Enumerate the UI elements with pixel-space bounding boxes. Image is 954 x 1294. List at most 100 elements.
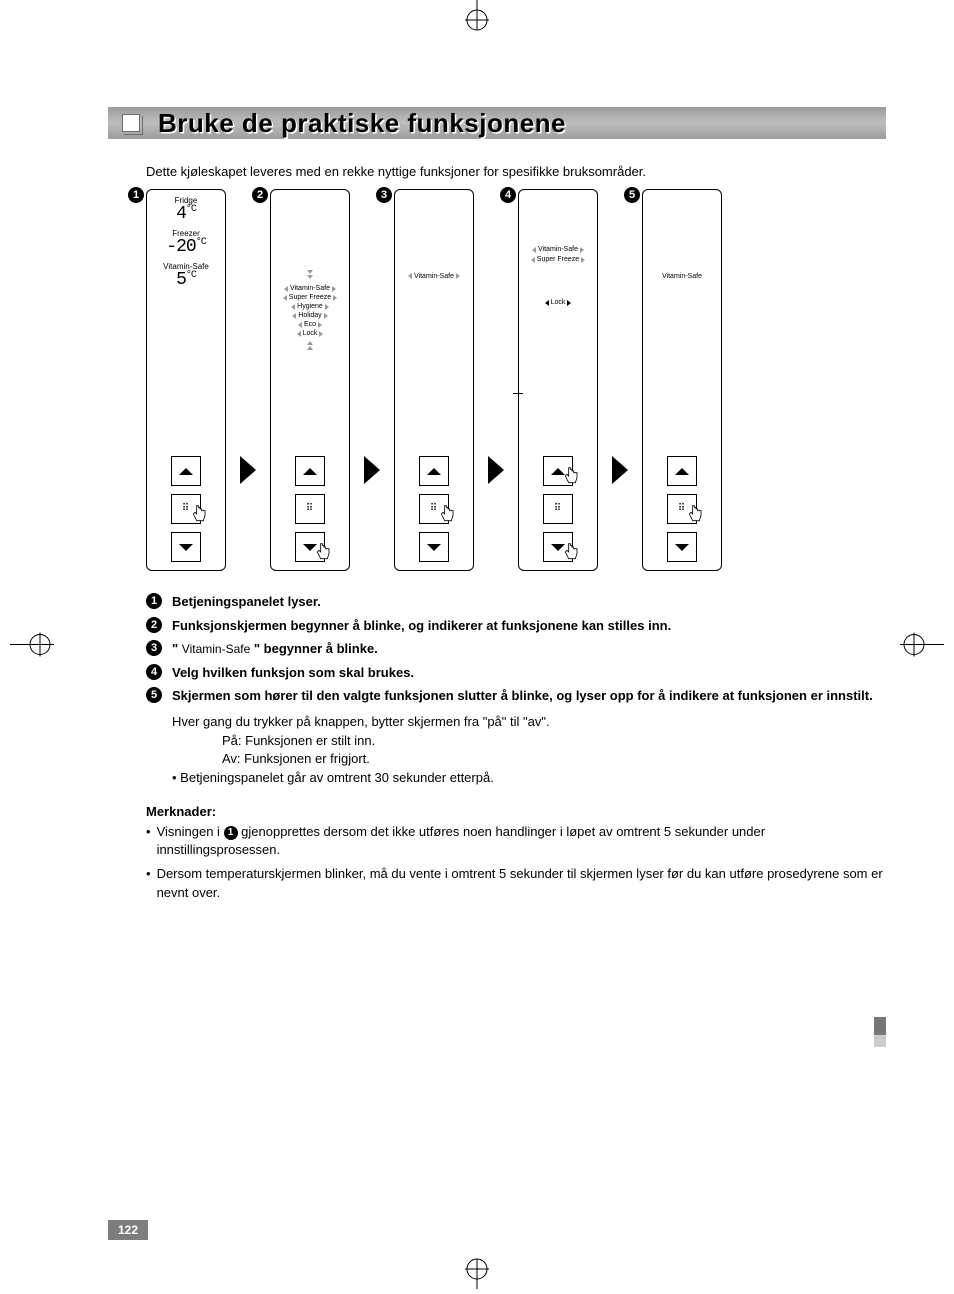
badge-1: 1	[128, 187, 144, 203]
step-badge-5: 5	[146, 687, 162, 703]
note-1: • Visningen i 1 gjenopprettes dersom det…	[146, 823, 884, 859]
freezer-value: -20°C	[166, 238, 205, 256]
arrow-3-4	[488, 456, 504, 484]
arrow-right-icon	[240, 456, 256, 484]
step-3-text: " Vitamin-Safe " begynner å blinke.	[172, 640, 378, 658]
chevron-up-icon	[675, 468, 689, 475]
panel-1-wrap: 1 Fridge 4°C Freezer -20°C Vitamin-Safe …	[146, 189, 226, 571]
panel-4-wrap: 4 Vitamin-Safe Super Freeze Lock ⠿	[518, 189, 598, 571]
crop-mark-bottom	[457, 1249, 497, 1294]
page-number: 122	[108, 1220, 148, 1240]
finger-icon	[686, 504, 706, 529]
menu-vitaminsafe: Vitamin-Safe	[290, 285, 330, 292]
chevron-up-icon	[179, 468, 193, 475]
inline-badge-1: 1	[224, 826, 238, 840]
panel-4: Vitamin-Safe Super Freeze Lock ⠿	[518, 189, 598, 571]
para-l2: På: Funksjonen er stilt inn.	[172, 732, 884, 751]
step-badge-1: 1	[146, 593, 162, 609]
down-button[interactable]	[667, 532, 697, 562]
down-button[interactable]	[419, 532, 449, 562]
menu-eco: Eco	[304, 321, 316, 328]
arrow-1-2	[240, 456, 256, 484]
up-button[interactable]	[543, 456, 573, 486]
step-badge-2: 2	[146, 617, 162, 633]
paragraph-block: Hver gang du trykker på knappen, bytter …	[172, 713, 884, 788]
up-button[interactable]	[295, 456, 325, 486]
panel-3: Vitamin-Safe ⠿	[394, 189, 474, 571]
notes-block: • Visningen i 1 gjenopprettes dersom det…	[146, 823, 884, 902]
down-button[interactable]	[171, 532, 201, 562]
menu-holiday: Holiday	[298, 312, 321, 319]
note-2: • Dersom temperaturskjermen blinker, må …	[146, 865, 884, 901]
step-3: 3 " Vitamin-Safe " begynner å blinke.	[146, 640, 884, 658]
arrow-2-3	[364, 456, 380, 484]
menu-button[interactable]: ⠿	[543, 494, 573, 524]
panel2-buttons: ⠿	[295, 456, 325, 562]
dots-icon: ⠿	[430, 504, 438, 514]
step-2: 2 Funksjonskjermen begynner å blinke, og…	[146, 617, 884, 635]
panel-1: Fridge 4°C Freezer -20°C Vitamin-Safe 5°…	[146, 189, 226, 571]
step-badge-3: 3	[146, 640, 162, 656]
panel3-buttons: ⠿	[419, 456, 449, 562]
panel1-buttons: ⠿	[171, 456, 201, 562]
steps-list: 1 Betjeningspanelet lyser. 2 Funksjonskj…	[146, 593, 884, 705]
down-button[interactable]	[543, 532, 573, 562]
side-tab-right	[874, 1017, 886, 1047]
step-5-text: Skjermen som hører til den valgte funksj…	[172, 687, 873, 705]
finger-icon	[438, 504, 458, 529]
badge-4: 4	[500, 187, 516, 203]
chevron-down-icon	[427, 544, 441, 551]
up-button[interactable]	[171, 456, 201, 486]
dots-icon: ⠿	[678, 504, 686, 514]
note-2-text: Dersom temperaturskjermen blinker, må du…	[157, 865, 884, 901]
arrow-4-5	[612, 456, 628, 484]
dots-icon: ⠿	[306, 504, 314, 514]
up-button[interactable]	[667, 456, 697, 486]
step-1: 1 Betjeningspanelet lyser.	[146, 593, 884, 611]
page-root: Bruke de praktiske funksjonene Dette kjø…	[0, 0, 954, 1294]
panel4-lock: Lock	[551, 299, 566, 306]
step-4-text: Velg hvilken funksjon som skal brukes.	[172, 664, 414, 682]
panel-5: Vitamin-Safe ⠿	[642, 189, 722, 571]
finger-icon	[190, 504, 210, 529]
menu-button[interactable]: ⠿	[667, 494, 697, 524]
dots-icon: ⠿	[182, 504, 190, 514]
step-badge-4: 4	[146, 664, 162, 680]
panel2-menu: Vitamin-Safe Super Freeze Hygiene Holida…	[283, 285, 337, 337]
arrow-right-icon	[612, 456, 628, 484]
up-button[interactable]	[419, 456, 449, 486]
finger-icon	[562, 466, 582, 491]
step-4: 4 Velg hvilken funksjon som skal brukes.	[146, 664, 884, 682]
menu-hygiene: Hygiene	[297, 303, 323, 310]
chevron-down-icon	[179, 544, 193, 551]
panel4-vitaminsafe: Vitamin-Safe	[538, 246, 578, 253]
fridge-value: 4°C	[176, 205, 196, 223]
tiny-arrows-top	[307, 270, 313, 279]
header-square-icon	[108, 107, 154, 139]
step-2-text: Funksjonskjermen begynner å blinke, og i…	[172, 617, 671, 635]
menu-superfreeze: Super Freeze	[289, 294, 331, 301]
section-title: Bruke de praktiske funksjonene	[154, 108, 566, 139]
para-l1: Hver gang du trykker på knappen, bytter …	[172, 714, 550, 729]
panel5-vitaminsafe: Vitamin-Safe	[662, 273, 702, 280]
badge-2: 2	[252, 187, 268, 203]
down-button[interactable]	[295, 532, 325, 562]
menu-button[interactable]: ⠿	[171, 494, 201, 524]
vitaminsafe-value: 5°C	[176, 271, 196, 289]
chevron-up-icon	[303, 468, 317, 475]
panel4-buttons: ⠿	[543, 456, 573, 562]
dots-icon: ⠿	[554, 504, 562, 514]
panel-5-wrap: 5 Vitamin-Safe ⠿	[642, 189, 722, 571]
arrow-right-icon	[364, 456, 380, 484]
step-1-text: Betjeningspanelet lyser.	[172, 593, 321, 611]
arrow-right-icon	[488, 456, 504, 484]
tiny-arrows-bottom	[307, 341, 313, 350]
crop-mark-right	[894, 625, 944, 670]
panel-2-wrap: 2 Vitamin-Safe Super Freeze Hygiene Holi…	[270, 189, 350, 571]
finger-icon	[562, 542, 582, 567]
menu-button[interactable]: ⠿	[295, 494, 325, 524]
note-1-text: Visningen i 1 gjenopprettes dersom det i…	[157, 823, 884, 859]
menu-button[interactable]: ⠿	[419, 494, 449, 524]
panel5-buttons: ⠿	[667, 456, 697, 562]
crop-mark-left	[10, 625, 60, 670]
